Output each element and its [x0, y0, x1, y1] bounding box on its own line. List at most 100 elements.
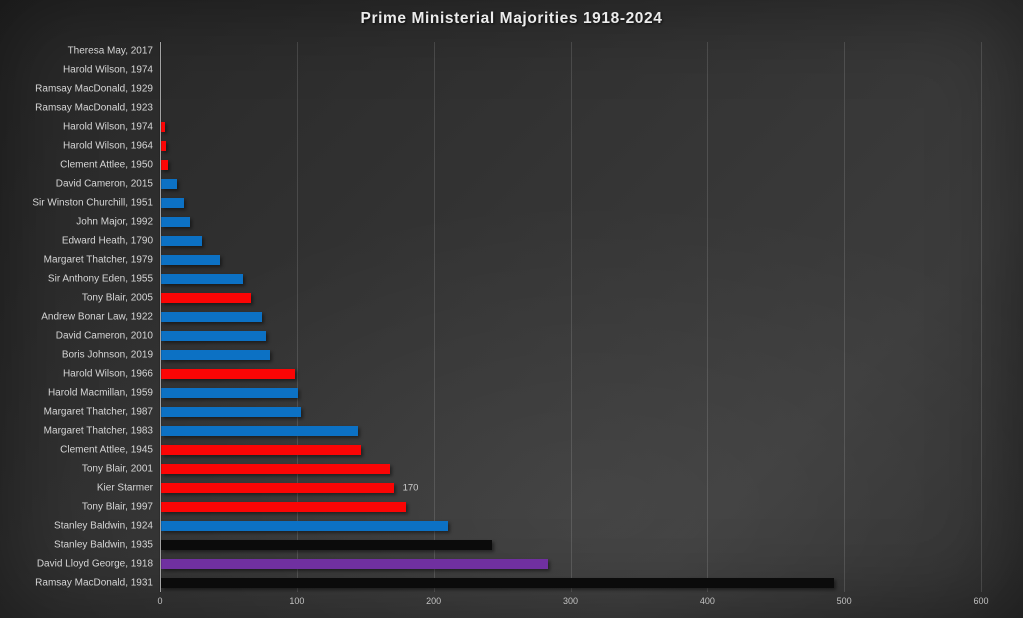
- bar-row: [160, 270, 1014, 289]
- bar: [161, 141, 167, 152]
- bar: [161, 539, 493, 550]
- bar-row: [160, 573, 1014, 592]
- category-label: Ramsay MacDonald, 1931: [35, 577, 153, 589]
- category-label: Harold Wilson, 1974: [62, 64, 153, 76]
- bar: [161, 520, 449, 531]
- bar: [161, 217, 190, 228]
- category-label: Edward Heath, 1790: [61, 235, 153, 247]
- bar-row: [160, 308, 1014, 327]
- category-label: Ramsay MacDonald, 1923: [35, 102, 153, 114]
- bar: [161, 501, 406, 512]
- category-label: Stanley Baldwin, 1924: [54, 520, 153, 532]
- bar: [161, 274, 244, 285]
- category-label: Kier Starmer: [96, 482, 153, 494]
- bar-row: [160, 213, 1014, 232]
- bar-row: [160, 42, 1014, 61]
- category-label: Stanley Baldwin, 1935: [54, 539, 153, 551]
- x-tick-label: 600: [973, 596, 989, 606]
- category-label: Clement Attlee, 1950: [60, 159, 153, 171]
- category-label: John Major, 1992: [76, 216, 153, 228]
- bar: [161, 236, 203, 247]
- category-label: Sir Anthony Eden, 1955: [47, 273, 153, 285]
- bar: [161, 122, 166, 133]
- category-label: Tony Blair, 2001: [81, 463, 153, 475]
- bar: [161, 293, 252, 304]
- bar-row: [160, 99, 1014, 118]
- bar-row: [160, 345, 1014, 364]
- category-label: Tony Blair, 1997: [81, 501, 153, 513]
- bar-row: [160, 326, 1014, 345]
- bar: [161, 444, 361, 455]
- x-tick-label: 200: [426, 596, 442, 606]
- x-tick-label: 400: [699, 596, 715, 606]
- category-label: Margaret Thatcher, 1983: [43, 425, 153, 437]
- category-label: Harold Macmillan, 1959: [47, 387, 153, 399]
- bar-row: [160, 156, 1014, 175]
- bar-row: [160, 402, 1014, 421]
- category-label: David Lloyd George, 1918: [36, 558, 153, 570]
- bar: [161, 349, 271, 360]
- bar: [161, 330, 267, 341]
- category-label: Theresa May, 2017: [67, 45, 153, 57]
- category-label: Boris Johnson, 2019: [61, 349, 153, 361]
- category-label: David Cameron, 2015: [55, 178, 153, 190]
- bar-row: [160, 232, 1014, 251]
- x-tick-label: 0: [157, 596, 163, 606]
- bar-row: [160, 497, 1014, 516]
- plot-area: 170: [160, 42, 1014, 592]
- bar-row: [160, 289, 1014, 308]
- bar: [161, 368, 296, 379]
- category-label: Sir Winston Churchill, 1951: [32, 197, 153, 209]
- bar: [161, 425, 359, 436]
- bar-row: [160, 118, 1014, 137]
- bar-row: [160, 80, 1014, 99]
- y-axis-line: [160, 42, 161, 592]
- bar-value-label: 170: [402, 482, 419, 494]
- x-tick-label: 300: [562, 596, 579, 606]
- category-label: Margaret Thatcher, 1987: [43, 406, 153, 418]
- bar-row: [160, 516, 1014, 535]
- bar-row: [160, 421, 1014, 440]
- gridline-500: [844, 42, 846, 592]
- gridline-100: [296, 42, 298, 592]
- bar: [161, 255, 220, 266]
- bar-row: [160, 61, 1014, 80]
- category-label: David Cameron, 2010: [55, 330, 153, 342]
- bar: [161, 160, 168, 171]
- x-tick-label: 500: [836, 596, 852, 606]
- gridline-400: [707, 42, 709, 592]
- category-label: Andrew Bonar Law, 1922: [41, 311, 153, 323]
- bar-row: 170: [160, 478, 1014, 497]
- bar-row: [160, 459, 1014, 478]
- bar: [161, 558, 549, 569]
- bar-row: [160, 194, 1014, 213]
- bar: [161, 387, 298, 398]
- bar-row: [160, 440, 1014, 459]
- bar-row: [160, 137, 1014, 156]
- bar-row: [160, 535, 1014, 554]
- chart-title: Prime Ministerial Majorities 1918-2024: [360, 10, 663, 27]
- category-label: Harold Wilson, 1966: [62, 368, 153, 380]
- gridline-600: [981, 42, 982, 592]
- category-label: Tony Blair, 2005: [81, 292, 153, 304]
- bar-row: [160, 251, 1014, 270]
- category-labels: Theresa May, 2017 Harold Wilson, 1974 Rams…: [0, 42, 153, 592]
- category-label: Margaret Thatcher, 1979: [43, 254, 153, 266]
- bar: [161, 482, 394, 493]
- category-label: Harold Wilson, 1964: [62, 140, 153, 152]
- x-tick-label: 100: [289, 596, 305, 606]
- bar-row: [160, 364, 1014, 383]
- category-label: Ramsay MacDonald, 1929: [35, 83, 153, 95]
- bar-row: [160, 383, 1014, 402]
- bar-row: [160, 175, 1014, 194]
- gridline-200: [433, 42, 435, 592]
- x-axis: 0 100 200 300 400 500 600: [0, 592, 1023, 612]
- bar: [161, 311, 263, 322]
- category-label: Clement Attlee, 1945: [60, 444, 153, 456]
- category-label: Harold Wilson, 1974: [62, 121, 153, 133]
- gridline-300: [570, 42, 572, 592]
- bar: [161, 198, 185, 209]
- bar-row: [160, 554, 1014, 573]
- bar: [161, 463, 390, 474]
